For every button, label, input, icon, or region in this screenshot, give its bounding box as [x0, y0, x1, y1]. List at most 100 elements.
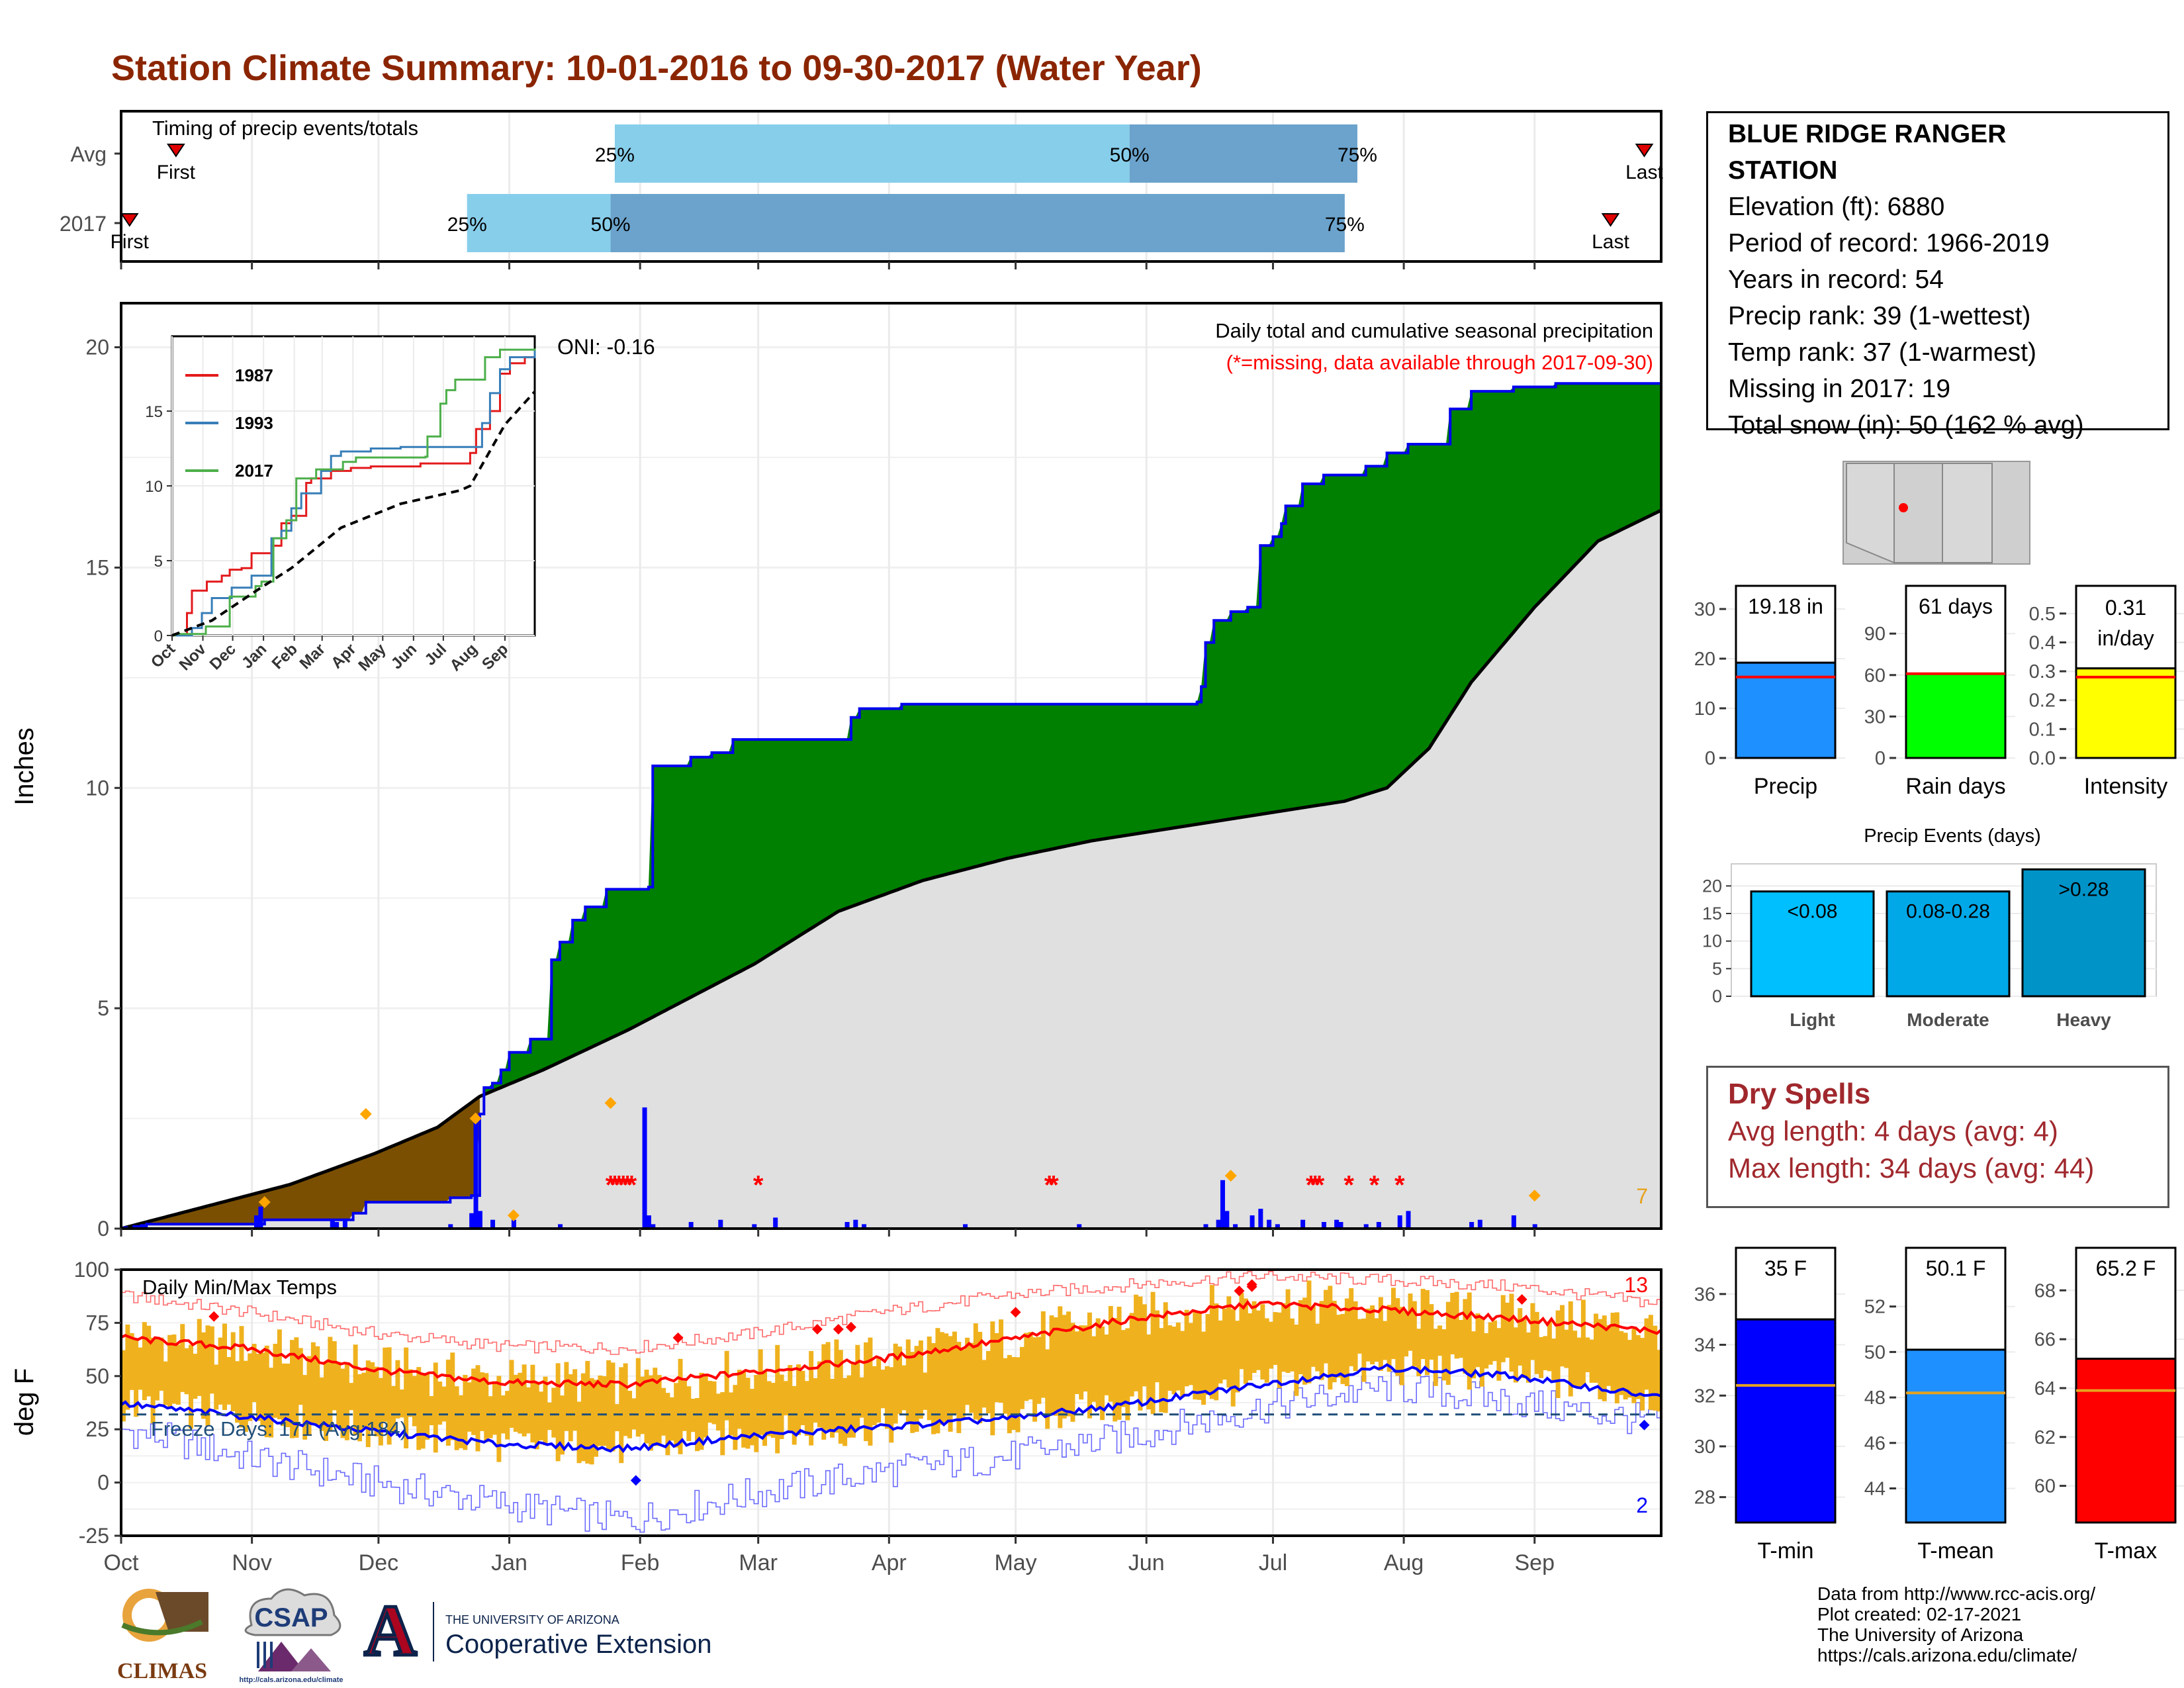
temp-daily-bar: [1555, 1310, 1561, 1399]
precip-events-value-label: >0.28: [2059, 878, 2109, 900]
temp-daily-bar: [492, 1381, 498, 1435]
inset-series-avg: [171, 391, 536, 637]
temp-record-high-marker: [1516, 1294, 1527, 1305]
temp-daily-bar: [1028, 1332, 1033, 1400]
temp-daily-bar: [1522, 1319, 1527, 1378]
precip-annotation: Daily total and cumulative seasonal prec…: [1215, 319, 1653, 342]
temp-daily-bar: [134, 1338, 139, 1417]
temp-daily-bar: [184, 1348, 189, 1395]
precip-missing-marker: *: [614, 1170, 625, 1199]
temp-daily-bar: [960, 1349, 966, 1420]
csap-logo: CSAP http://cals.arizona.edu/climate: [239, 1588, 343, 1684]
temp-daily-bar: [985, 1350, 991, 1413]
temp-daily-bar: [269, 1368, 274, 1438]
precip-avg-area: [121, 510, 1661, 1229]
temp-daily-bar: [1100, 1326, 1105, 1421]
inset-x-tick-label: Jul: [421, 640, 450, 669]
precip-y-label: Inches: [10, 727, 39, 806]
ua-extension-logo: A THE UNIVERSITY OF ARIZONA Cooperative …: [363, 1592, 712, 1671]
station-precip-rank: Precip rank: 39 (1-wettest): [1728, 302, 2031, 330]
temp-daily-bar: [1572, 1331, 1578, 1387]
temp-x-tick-label: Nov: [232, 1550, 271, 1575]
timing-marker-label: First: [111, 231, 150, 253]
temp-daily-bar: [551, 1387, 557, 1438]
temp-daily-bar: [1484, 1333, 1489, 1369]
temp-daily-bar: [1340, 1313, 1345, 1384]
temp-daily-bar: [1336, 1315, 1342, 1378]
precip-missing-marker: *: [606, 1170, 616, 1199]
temp-x-tick-label: Oct: [104, 1550, 139, 1575]
temp-daily-bar: [1323, 1289, 1328, 1364]
temp-daily-bar: [842, 1378, 848, 1446]
temp-daily-bar: [260, 1352, 265, 1427]
climas-logo-text: CLIMAS: [117, 1659, 207, 1683]
temp-daily-bar: [733, 1385, 738, 1450]
temp-daily-bar: [214, 1364, 219, 1410]
temp-daily-bar: [1302, 1297, 1308, 1385]
tmin-bar-value-bar: [1735, 1318, 1837, 1524]
precip-missing-marker: *: [1306, 1170, 1316, 1199]
temp-daily-bar: [695, 1397, 700, 1452]
inset-y-tick-label: 5: [154, 553, 163, 571]
temp-daily-bar: [1129, 1313, 1134, 1397]
precip-2017-line: [121, 382, 1661, 1230]
temp-daily-bar: [1248, 1313, 1253, 1381]
temp-daily-bar: [1635, 1335, 1641, 1399]
ua-a-mark: A: [364, 1592, 416, 1671]
temp-daily-bar: [1239, 1292, 1244, 1370]
precip-extreme-count: 7: [1636, 1184, 1648, 1208]
rain-days-bar-category-label: Rain days: [1905, 774, 2005, 799]
timing-bar-q2: [614, 124, 1130, 183]
precip-daily-bar: [963, 1224, 968, 1229]
temp-daily-bar: [1264, 1318, 1269, 1383]
temp-daily-bar: [420, 1374, 426, 1449]
temp-daily-bar: [779, 1374, 784, 1439]
temp-daily-bar: [298, 1348, 303, 1405]
temp-daily-bar: [1024, 1333, 1029, 1401]
temp-daily-bar: [399, 1389, 404, 1418]
temp-daily-bar: [209, 1326, 214, 1394]
temp-daily-bar: [445, 1359, 451, 1446]
temp-daily-bar: [1653, 1325, 1658, 1411]
location-map-state: [1942, 463, 1993, 563]
temp-daily-bar: [749, 1389, 754, 1446]
tmean-bar-value-bar: [1905, 1348, 2007, 1524]
temp-daily-bar: [1214, 1303, 1219, 1401]
temp-daily-bar: [817, 1361, 822, 1428]
precip-daily-bar: [490, 1219, 496, 1229]
temp-daily-bar: [121, 1350, 126, 1422]
inset-y-tick-label: 10: [145, 478, 163, 496]
tmin-bar-y-tick-label: 32: [1694, 1385, 1715, 1407]
temp-daily-bar: [1180, 1331, 1185, 1397]
inset-x-tick-label: Dec: [206, 640, 240, 673]
temp-daily-bar: [513, 1374, 518, 1432]
temp-daily-bar: [467, 1382, 472, 1432]
inset-x-tick-label: Nov: [176, 640, 210, 675]
temp-x-tick-label: Dec: [359, 1550, 398, 1575]
temp-daily-bar: [416, 1367, 422, 1450]
precip-daily-bar: [1220, 1180, 1225, 1229]
temp-daily-bar: [518, 1372, 523, 1434]
temp-daily-bar: [635, 1358, 641, 1437]
precip-extreme-marker: [469, 1112, 482, 1125]
credit-line-4: https://cals.arizona.edu/climate/: [1817, 1645, 2077, 1665]
temp-daily-bar: [589, 1378, 594, 1465]
temp-x-tick-label: May: [994, 1550, 1036, 1575]
temp-daily-bar: [999, 1319, 1004, 1403]
temp-daily-bar: [374, 1366, 379, 1436]
temp-daily-bar: [868, 1337, 873, 1446]
temp-daily-bar: [1420, 1288, 1426, 1360]
temp-daily-bar: [623, 1363, 628, 1436]
precip-daily-bar: [1300, 1219, 1306, 1229]
timing-marker: [120, 213, 139, 227]
temp-daily-bar: [1576, 1337, 1582, 1389]
precip-daily-bar: [853, 1219, 858, 1229]
precip-extreme-marker: [258, 1196, 271, 1209]
temp-daily-bar: [526, 1387, 531, 1434]
timing-marker-label: Last: [1625, 162, 1663, 183]
tmin-bar-value-label: 35 F: [1764, 1256, 1807, 1280]
tmax-bar-y-tick-label: 62: [2034, 1427, 2056, 1448]
temp-daily-bar: [1171, 1327, 1177, 1395]
temp-daily-bar: [1408, 1293, 1413, 1351]
